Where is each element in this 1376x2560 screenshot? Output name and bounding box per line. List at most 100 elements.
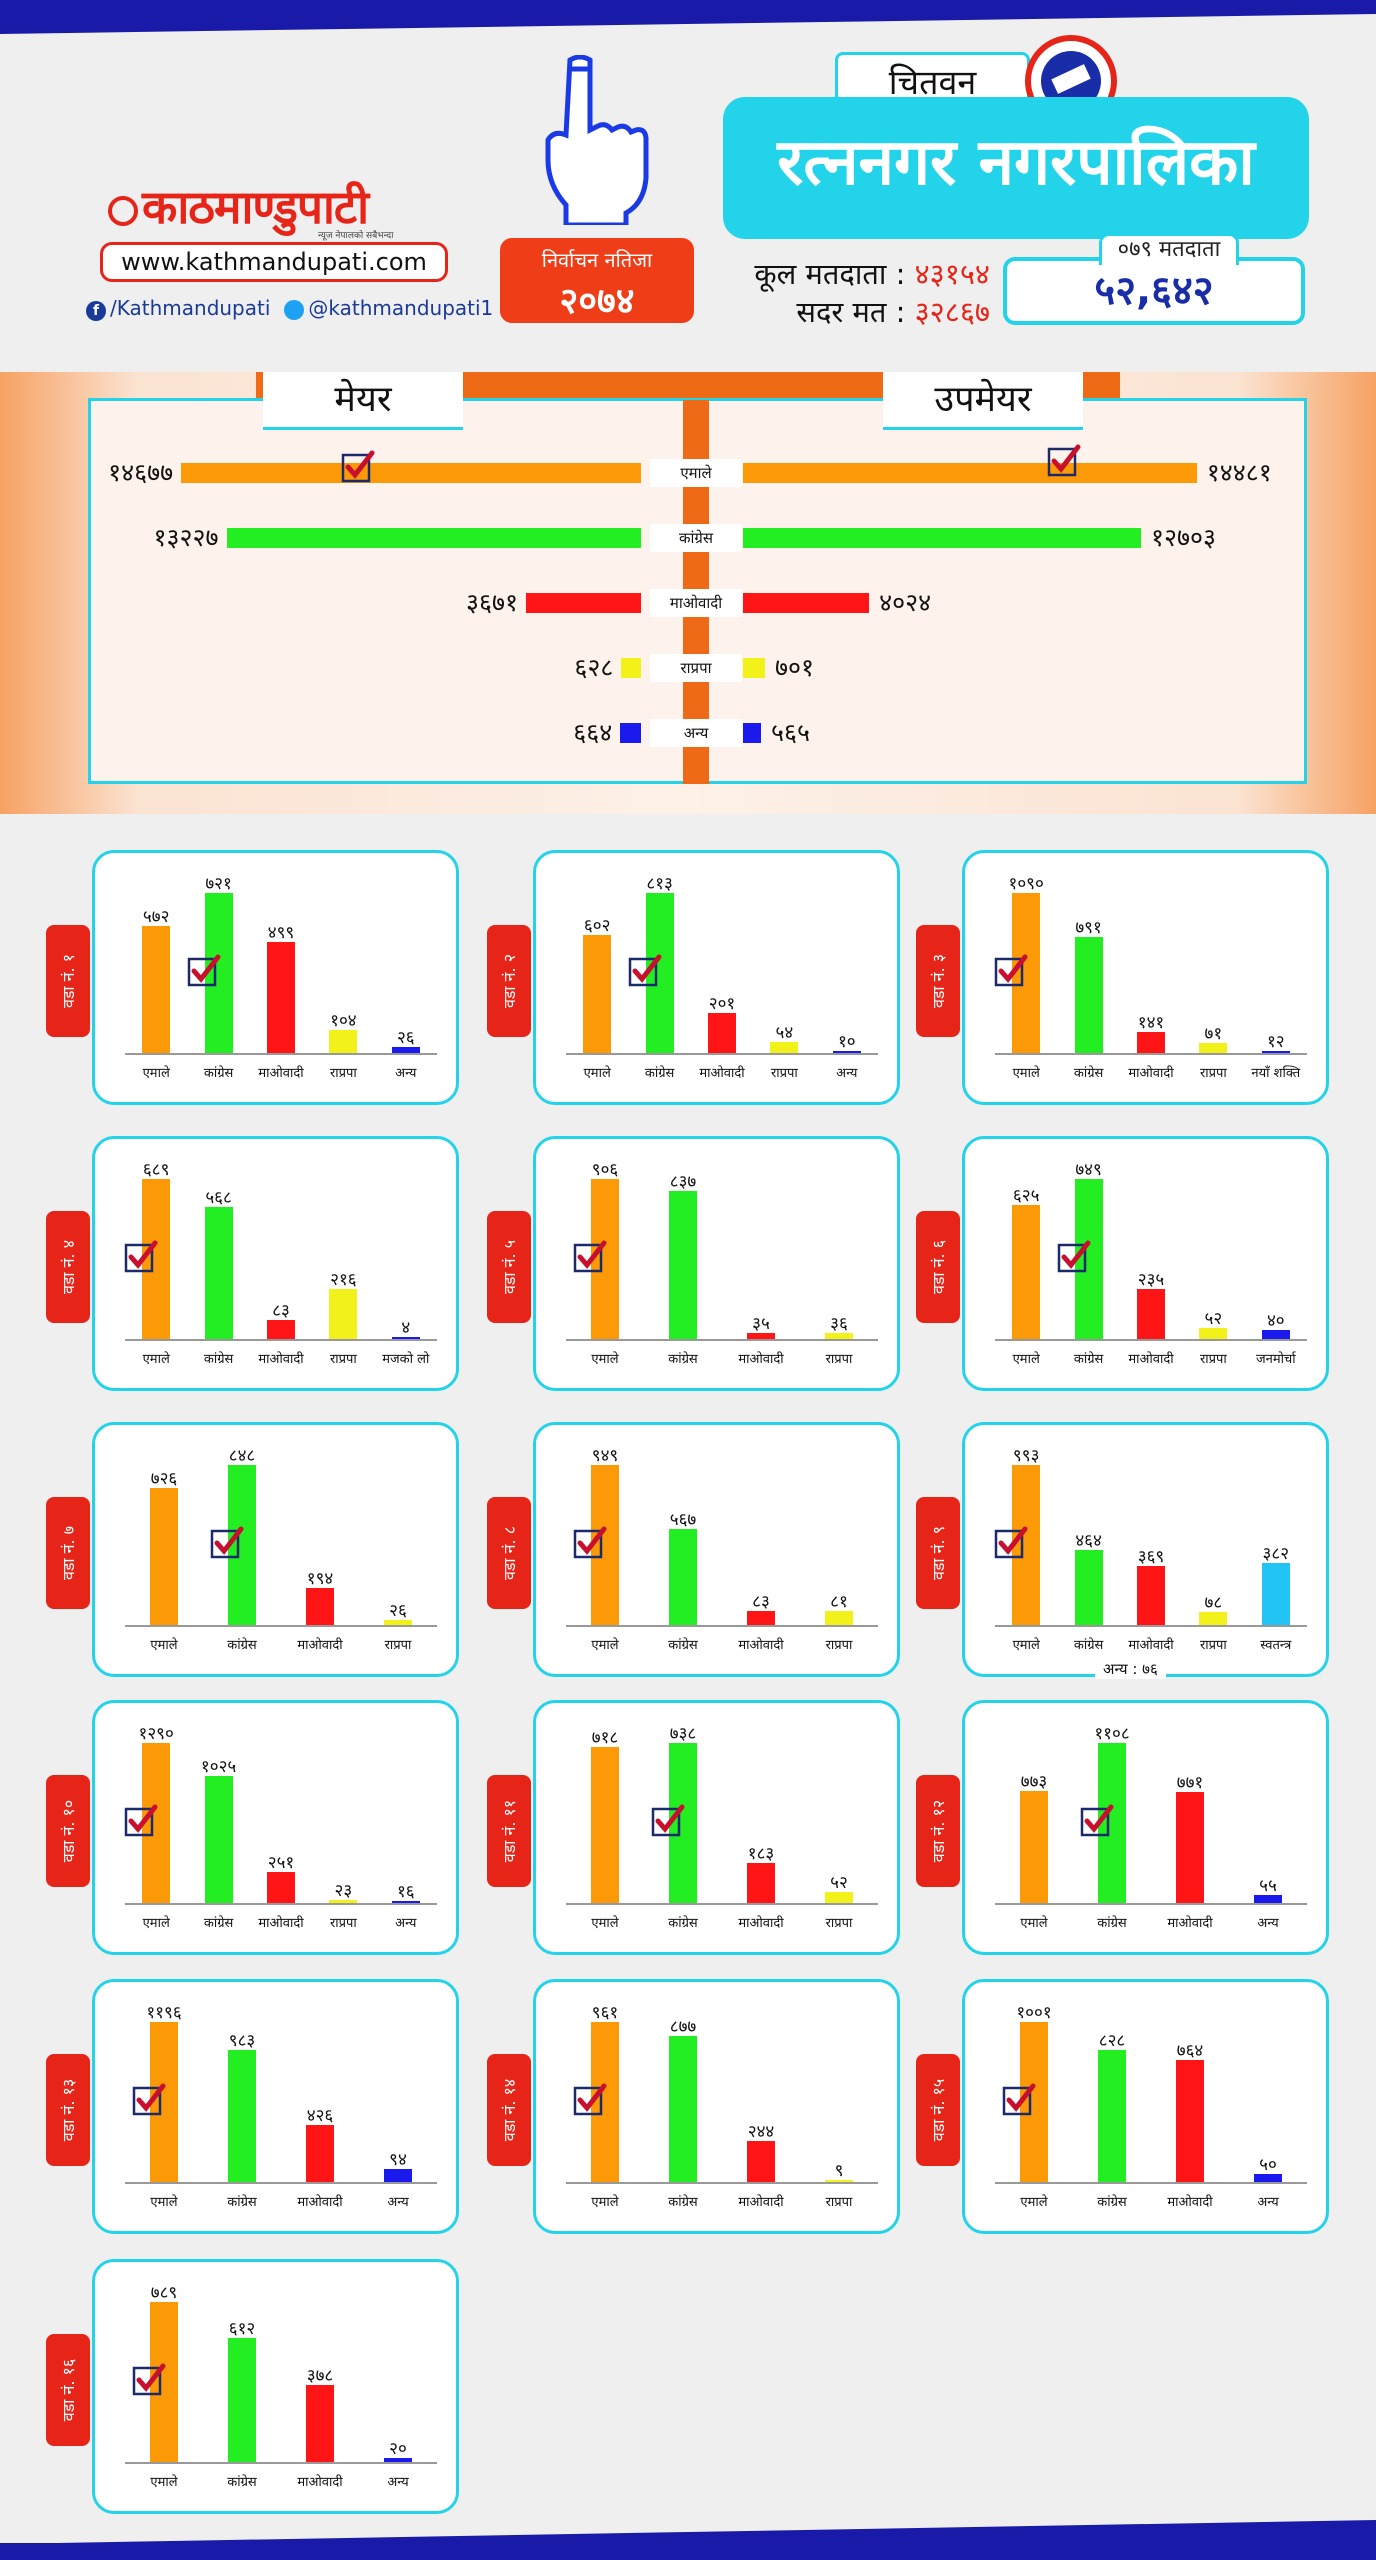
deputy-mayor-value: ७०१	[774, 653, 814, 682]
category-label: राप्रपा	[329, 1916, 357, 1931]
category-label: एमाले	[1020, 2195, 1048, 2210]
voters-079-box: ०७९ मतदाता ५२,६४२	[1003, 233, 1305, 325]
bar-value-label: २३	[334, 1881, 353, 1902]
ward-number-label: वडा नं. १२	[929, 1799, 948, 1863]
mayor-bar	[181, 463, 641, 483]
chart-bar	[583, 934, 612, 1053]
bar-value-label: ८१३	[646, 874, 673, 894]
bar-value-label: ११०८	[1094, 1724, 1130, 1744]
category-label: कांग्रेस	[227, 2195, 257, 2210]
chart-bar	[1137, 1565, 1165, 1625]
mayor-value: ६२८	[574, 653, 614, 682]
category-label: कांग्रेस	[1097, 1916, 1127, 1931]
website-url[interactable]: www.kathmandupati.com	[100, 242, 448, 282]
valid-votes-value: ३२८६७	[914, 295, 990, 329]
chart-bar	[142, 1743, 171, 1903]
chart-bar	[825, 1891, 853, 1903]
bar-value-label: ७९१	[1075, 917, 1102, 938]
chart-bar	[150, 2022, 178, 2182]
category-label: कांग्रेस	[203, 1916, 234, 1931]
chart-axis	[125, 1625, 437, 1627]
bar-value-label: १००१	[1016, 2003, 1052, 2023]
bar-value-label: १०९०	[1008, 874, 1044, 894]
category-label: माओवादी	[1128, 1638, 1174, 1653]
category-label: एमाले	[1012, 1352, 1040, 1367]
chart-bar	[645, 893, 674, 1053]
bar-value-label: २५१	[267, 1852, 295, 1873]
ward-card: ६८९ एमाले ५६८ कांग्रेस ८३ माओवादी २१६ राप्रपा ४ म…	[92, 1136, 459, 1391]
chart-bar	[329, 1029, 358, 1053]
category-label: कांग्रेस	[203, 1066, 234, 1081]
chart-axis	[995, 1053, 1307, 1055]
ward-number-tag: वडा नं. ७	[46, 1497, 90, 1609]
chart-bar	[1074, 1550, 1103, 1625]
category-label: माओवादी	[1128, 1066, 1174, 1081]
category-label: राप्रपा	[329, 1352, 357, 1367]
category-label: कांग्रेस	[203, 1352, 234, 1367]
bar-value-label: ६०२	[583, 915, 611, 936]
bar-value-label: २३५	[1137, 1269, 1165, 1290]
category-label: माओवादी	[738, 2195, 784, 2210]
bar-value-label: २६	[396, 1028, 415, 1049]
deputy-mayor-bar	[743, 528, 1142, 548]
ward-9-other-note: अन्य : ७६	[1095, 1659, 1166, 1679]
mayor-bar	[525, 593, 641, 613]
chart-bar	[747, 1611, 775, 1625]
winner-check-icon	[132, 2363, 166, 2396]
facebook-handle[interactable]: /Kathmandupati	[110, 296, 271, 320]
bar-value-label: १०२५	[200, 1756, 237, 1777]
bar-value-label: ५०	[1259, 2155, 1277, 2175]
chart-bar	[1012, 1465, 1041, 1625]
bar-value-label: ८३	[752, 1592, 770, 1612]
category-label: कांग्रेस	[1073, 1352, 1104, 1367]
chart-axis	[566, 1625, 878, 1627]
mayor-bar	[226, 528, 641, 548]
winner-check-icon	[124, 1240, 158, 1273]
ward-card: ६२५ एमाले ७४९ कांग्रेस २३५ माओवादी ५२ राप्रपा ४०…	[962, 1136, 1329, 1391]
ward-number-tag: वडा नं. १२	[916, 1775, 960, 1887]
category-label: माओवादी	[1167, 1916, 1213, 1931]
twitter-handle[interactable]: @kathmandupati1	[308, 296, 494, 320]
party-label: एमाले	[650, 459, 742, 487]
chart-bar	[1137, 1032, 1165, 1053]
chart-bar	[832, 1051, 861, 1053]
category-label: कांग्रेस	[227, 2475, 257, 2490]
logo-tagline: न्यूज नेपालको सबैभन्दा	[318, 231, 394, 241]
bar-value-label: ५४	[775, 1023, 794, 1044]
winner-check-icon	[1057, 1240, 1091, 1273]
bar-value-label: ११९६	[146, 2003, 182, 2023]
chart-bar	[591, 1465, 619, 1625]
category-label: माओवादी	[1167, 2195, 1213, 2210]
bar-value-label: १०	[837, 1032, 856, 1052]
winner-check-icon	[651, 1804, 685, 1837]
bar-value-label: ४९९	[267, 923, 295, 944]
voters-079-value: ५२,६४२	[1094, 268, 1214, 314]
result-badge-year: २०७४	[559, 281, 635, 322]
category-label: एमाले	[1012, 1638, 1040, 1653]
chart-bar	[1261, 1563, 1290, 1625]
chart-bar	[669, 1191, 697, 1339]
mayor-value: ३६७१	[465, 588, 518, 617]
mayor-value: ६६४	[573, 718, 613, 747]
party-label: राप्रपा	[650, 654, 742, 682]
bar-value-label: ३८२	[1262, 1544, 1290, 1565]
category-label: माओवादी	[297, 2475, 343, 2490]
chart-bar	[150, 1488, 178, 1625]
chart-axis	[566, 1053, 878, 1055]
ward-number-tag: वडा नं. २	[487, 925, 531, 1037]
total-voters-value: ४३१५४	[914, 257, 990, 291]
bar-value-label: ८४८	[228, 1446, 256, 1466]
chart-bar	[306, 1588, 334, 1625]
chart-bar	[669, 1529, 697, 1625]
chart-bar	[825, 2180, 853, 2182]
winner-check-icon	[994, 1526, 1028, 1559]
party-label: माओवादी	[650, 589, 742, 617]
total-voters-label: कूल मतदाता :	[754, 257, 906, 291]
brand-logo: काठमाण्डुपाटी	[108, 175, 369, 237]
voter-stats: कूल मतदाता : ४३१५४ सदर मत : ३२८६७	[705, 255, 990, 331]
chart-bar	[708, 1013, 736, 1053]
ward-number-label: वडा नं. १५	[929, 2078, 948, 2142]
chart-bar	[1098, 1743, 1126, 1903]
chart-axis	[995, 1339, 1307, 1341]
bar-value-label: ३७८	[306, 2366, 334, 2387]
